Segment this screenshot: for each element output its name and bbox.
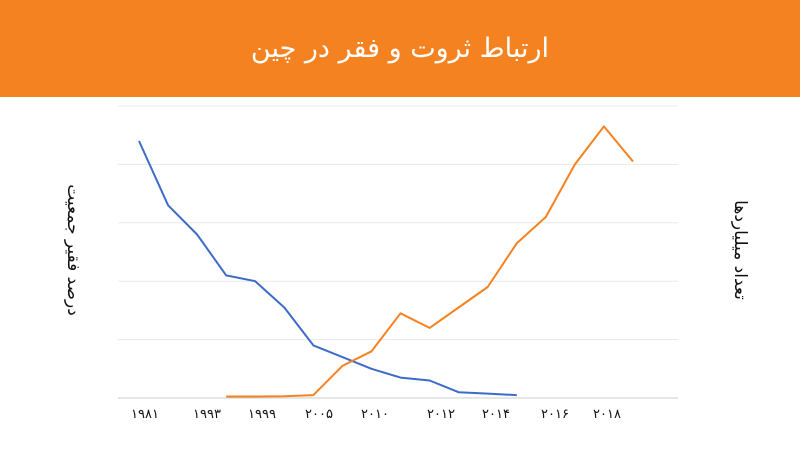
chart-grid bbox=[118, 105, 678, 399]
x-tick-label: ۱۹۹۳ bbox=[193, 407, 221, 422]
title-banner: ارتباط ثروت و فقر در چین bbox=[0, 0, 800, 97]
x-tick-label: ۱۹۸۱ bbox=[131, 407, 159, 422]
x-tick-label: ۲۰۱۶ bbox=[541, 407, 569, 422]
series-line-1 bbox=[138, 140, 517, 397]
x-tick-label: ۲۰۱۰ bbox=[361, 407, 389, 422]
chart-series bbox=[138, 125, 634, 398]
series-line-2 bbox=[226, 125, 634, 398]
x-tick-label: ۲۰۱۲ bbox=[427, 407, 455, 422]
x-tick-label: ۲۰۱۸ bbox=[593, 407, 621, 422]
x-axis-ticks: ۱۹۸۱ ۱۹۹۳ ۱۹۹۹ ۲۰۰۵ ۲۰۱۰ ۲۰۱۲ ۲۰۱۴ ۲۰۱۶ ۲۰۱۸ bbox=[131, 407, 621, 422]
x-tick-label: ۲۰۰۵ bbox=[305, 407, 333, 422]
x-tick-label: ۲۰۱۴ bbox=[482, 407, 510, 422]
page-title: ارتباط ثروت و فقر در چین bbox=[250, 33, 550, 64]
x-tick-label: ۱۹۹۹ bbox=[248, 407, 276, 422]
